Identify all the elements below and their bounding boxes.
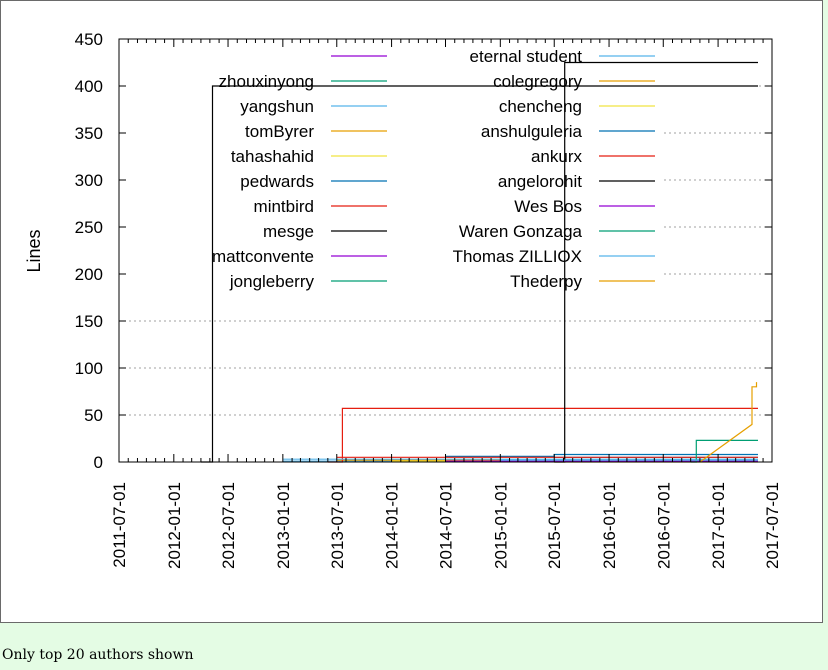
legend-item-mattconvente: mattconvente (212, 247, 387, 266)
legend-label: angelorohit (498, 172, 582, 191)
x-tick-label-2015-07-01: 2015-07-01 (545, 482, 564, 569)
y-tick-label-400: 400 (75, 77, 103, 96)
legend-item-tahashahid: tahashahid (231, 147, 387, 166)
legend-item-mesge: mesge (263, 222, 387, 241)
x-tick-label-2014-01-01: 2014-01-01 (383, 482, 402, 569)
legend-label: mesge (263, 222, 314, 241)
legend-item-chencheng: chencheng (499, 97, 655, 116)
legend-label: mintbird (254, 197, 314, 216)
legend-item-angelorohit: angelorohit (498, 172, 655, 191)
legend-label: tomByrer (245, 122, 314, 141)
legend-label: Thomas ZILLIOX (453, 247, 582, 266)
legend-label: zhouxinyong (219, 72, 314, 91)
legend-item-wes-bos: Wes Bos (514, 197, 655, 216)
legend-item-ankurx: ankurx (531, 147, 655, 166)
x-tick-label-2015-01-01: 2015-01-01 (491, 482, 510, 569)
legend-label: Thederpy (510, 272, 582, 291)
series-line-anshulguleria (445, 453, 758, 457)
legend-label: tahashahid (231, 147, 314, 166)
legend-item-eternal-student: eternal student (470, 47, 655, 66)
legend-item-pedwards: pedwards (240, 172, 387, 191)
legend-label: anshulguleria (481, 122, 583, 141)
legend-item-thomas-zilliox: Thomas ZILLIOX (453, 247, 655, 266)
y-tick-label-300: 300 (75, 171, 103, 190)
x-tick-label-2013-07-01: 2013-07-01 (328, 482, 347, 569)
legend-item-zhouxinyong: zhouxinyong (219, 72, 387, 91)
footer-note: Only top 20 authors shown (2, 647, 194, 663)
legend: zhouxinyong yangshun tomByrer tahashahid ped… (212, 47, 655, 291)
legend-item-waren-gonzaga: Waren Gonzaga (459, 222, 655, 241)
y-tick-label-50: 50 (84, 406, 103, 425)
x-tick-label-2012-07-01: 2012-07-01 (219, 482, 238, 569)
legend-label: Wes Bos (514, 197, 582, 216)
legend-item-tombyrer: tomByrer (245, 122, 387, 141)
y-axis-label: Lines (24, 229, 44, 272)
legend-label: pedwards (240, 172, 314, 191)
legend-label: yangshun (240, 97, 314, 116)
legend-item-thederpy: Thederpy (510, 272, 655, 291)
x-tick-label-2014-07-01: 2014-07-01 (437, 482, 456, 569)
legend-item-jongleberry: jongleberry (229, 272, 387, 291)
legend-label: chencheng (499, 97, 582, 116)
y-tick-label-100: 100 (75, 359, 103, 378)
legend-label: ankurx (531, 147, 583, 166)
x-axis: 2011-07-01 2012-01-01 2012-07-01 2013-01-01… (110, 39, 782, 569)
legend-item-colegregory: colegregory (493, 72, 655, 91)
x-tick-label-2017-01-01: 2017-01-01 (709, 482, 728, 569)
y-tick-label-250: 250 (75, 218, 103, 237)
x-tick-label-2011-07-01: 2011-07-01 (110, 482, 129, 568)
y-axis: 0 50 100 150 200 250 300 350 400 450 (75, 30, 772, 472)
legend-label: eternal student (470, 47, 583, 66)
y-tick-label-0: 0 (94, 453, 103, 472)
series-group (200, 61, 758, 463)
y-tick-label-200: 200 (75, 265, 103, 284)
legend-label: colegregory (493, 72, 582, 91)
y-tick-label-450: 450 (75, 30, 103, 49)
legend-item-mintbird: mintbird (254, 197, 387, 216)
legend-label: jongleberry (229, 272, 315, 291)
x-tick-label-2016-07-01: 2016-07-01 (654, 482, 673, 569)
x-tick-label-2012-01-01: 2012-01-01 (165, 482, 184, 569)
legend-label: mattconvente (212, 247, 314, 266)
legend-item-anshulguleria: anshulguleria (481, 122, 655, 141)
y-tick-label-150: 150 (75, 312, 103, 331)
legend-item-yangshun: yangshun (240, 97, 387, 116)
x-tick-label-2016-01-01: 2016-01-01 (600, 482, 619, 569)
x-tick-label-2017-07-01: 2017-07-01 (763, 482, 782, 569)
y-tick-label-350: 350 (75, 124, 103, 143)
x-tick-label-2013-01-01: 2013-01-01 (274, 482, 293, 569)
series-line-thederpy (699, 382, 758, 463)
legend-label: Waren Gonzaga (459, 222, 583, 241)
